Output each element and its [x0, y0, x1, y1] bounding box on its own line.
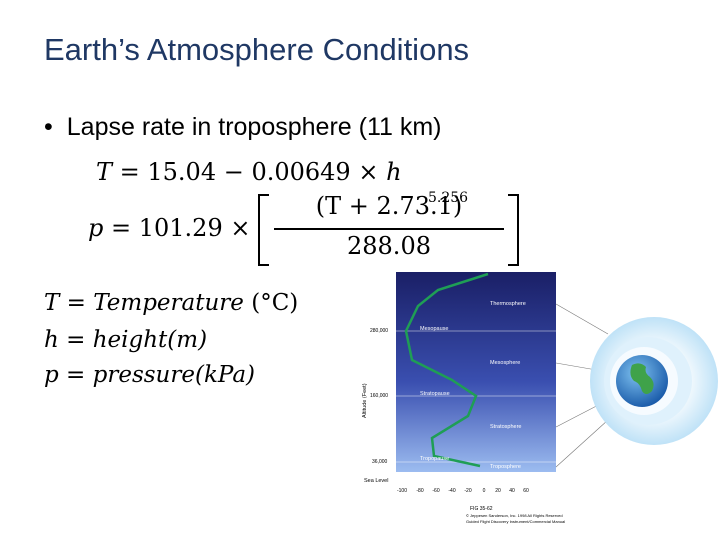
- def-symbol: T =: [44, 290, 94, 316]
- eq2-prefix: p = 101.29 ×: [88, 214, 250, 242]
- atmosphere-layer-diagram: Thermosphere Mesopause Mesosphere Strato…: [362, 272, 609, 524]
- eq2-denominator: 288.08: [347, 232, 431, 260]
- def-symbol: h =: [44, 327, 93, 353]
- altitude-label-280000: 280,000: [370, 328, 388, 334]
- temp-tick: 60: [523, 488, 529, 494]
- boundary-tropopause: Tropopause: [420, 456, 449, 462]
- layer-mesosphere: Mesosphere: [490, 360, 520, 366]
- bullet-text: Lapse rate in troposphere (11 km): [66, 113, 442, 141]
- def-symbol: p =: [44, 362, 93, 388]
- layer-thermosphere: Thermosphere: [490, 301, 526, 307]
- eq2-lhs: p: [88, 214, 104, 242]
- temp-tick: -20: [464, 488, 471, 494]
- def-unit: (kPa): [194, 362, 256, 388]
- definition-height: h = height(m): [44, 327, 207, 353]
- fraction-line: [274, 228, 504, 230]
- right-bracket: [508, 194, 519, 266]
- temp-tick: 40: [509, 488, 515, 494]
- pointer-line: [555, 419, 609, 468]
- def-meaning: Temperature: [93, 290, 244, 316]
- boundary-stratopause: Stratopause: [420, 391, 450, 397]
- layer-troposphere: Troposphere: [490, 464, 521, 470]
- credit-copyright: © Jeppesen Sanderson, Inc. 1998 All Righ…: [466, 513, 563, 518]
- continent: [630, 363, 654, 394]
- temp-tick: -100: [397, 488, 407, 494]
- bullet-dot: •: [44, 113, 53, 141]
- boundary-mesopause: Mesopause: [420, 326, 448, 332]
- altitude-label-160000: 160,000: [370, 393, 388, 399]
- temperature-profile: [404, 272, 489, 468]
- temp-tick: 20: [495, 488, 501, 494]
- layer-stratosphere: Stratosphere: [490, 424, 522, 430]
- def-meaning: pressure: [92, 362, 195, 388]
- left-bracket: [258, 194, 269, 266]
- def-meaning: height: [92, 327, 168, 353]
- temp-tick: 0: [483, 488, 486, 494]
- eq1-lhs: T: [96, 158, 113, 186]
- bullet-lapse-rate: • Lapse rate in troposphere (11 km): [44, 113, 442, 142]
- earth-globe-illustration: [590, 317, 718, 445]
- temperature-ticks: -100 -80 -60 -40 -20 0 20 40 60: [397, 488, 529, 494]
- def-unit: (m): [167, 327, 208, 353]
- definition-temperature: T = Temperature (°C): [44, 290, 298, 316]
- altitude-axis-label: Altitude (Feet): [362, 383, 368, 418]
- eq1-rhs: = 15.04 − 0.00649 ×: [112, 158, 387, 186]
- def-unit: (°C): [243, 290, 299, 316]
- temp-tick: -60: [432, 488, 439, 494]
- sky-background: [396, 272, 556, 472]
- eq2-numerator: (T + 2.73.1): [315, 192, 463, 220]
- altitude-label-36000: 36,000: [372, 459, 388, 465]
- temp-tick: -80: [416, 488, 423, 494]
- eq1-var: h: [386, 158, 402, 186]
- slide-title: Earth’s Atmosphere Conditions: [44, 32, 470, 67]
- temperature-equation: T = 15.04 − 0.00649 × h: [96, 158, 402, 186]
- credit-manual: Guided Flight Discovery Instrument/Comme…: [466, 519, 565, 524]
- temp-tick: -40: [448, 488, 455, 494]
- definition-pressure: p = pressure(kPa): [44, 362, 255, 388]
- eq2-exponent: 5.256: [428, 190, 469, 206]
- figure-label: FIG 35-62: [470, 506, 493, 512]
- eq2-rhs: = 101.29 ×: [103, 214, 251, 242]
- altitude-label-sea-level: Sea Level: [364, 478, 388, 484]
- pointer-line: [555, 303, 609, 335]
